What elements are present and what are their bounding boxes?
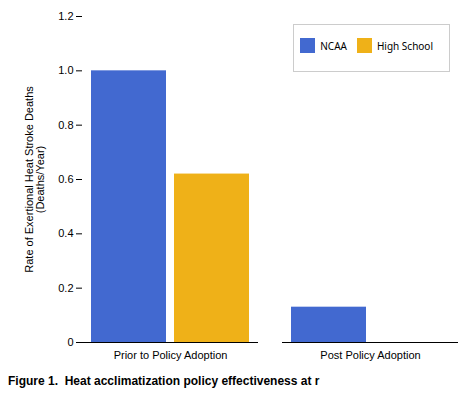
- html-text:High School: High School: [376, 38, 433, 53]
- svg-text:Post Policy Adoption: Post Policy Adoption: [320, 349, 420, 361]
- svg-text:Rate of Exertional Heat Stroke: Rate of Exertional Heat Stroke Deaths(De…: [23, 86, 46, 273]
- svg-text:0.8: 0.8: [58, 119, 73, 131]
- svg-text:1.0: 1.0: [58, 64, 73, 76]
- svg-text:0.2: 0.2: [58, 282, 73, 294]
- html-text:NCAA: NCAA: [320, 38, 347, 53]
- svg-text:0: 0: [67, 336, 73, 348]
- svg-text:Prior to Policy Adoption: Prior to Policy Adoption: [114, 349, 228, 361]
- svg-text:0.6: 0.6: [58, 173, 73, 185]
- svg-text:0.4: 0.4: [58, 227, 73, 239]
- html-text:Figure 1. Heat acclimatization: Figure 1. Heat acclimatization policy ef…: [8, 374, 320, 388]
- svg-text:1.2: 1.2: [58, 10, 73, 22]
